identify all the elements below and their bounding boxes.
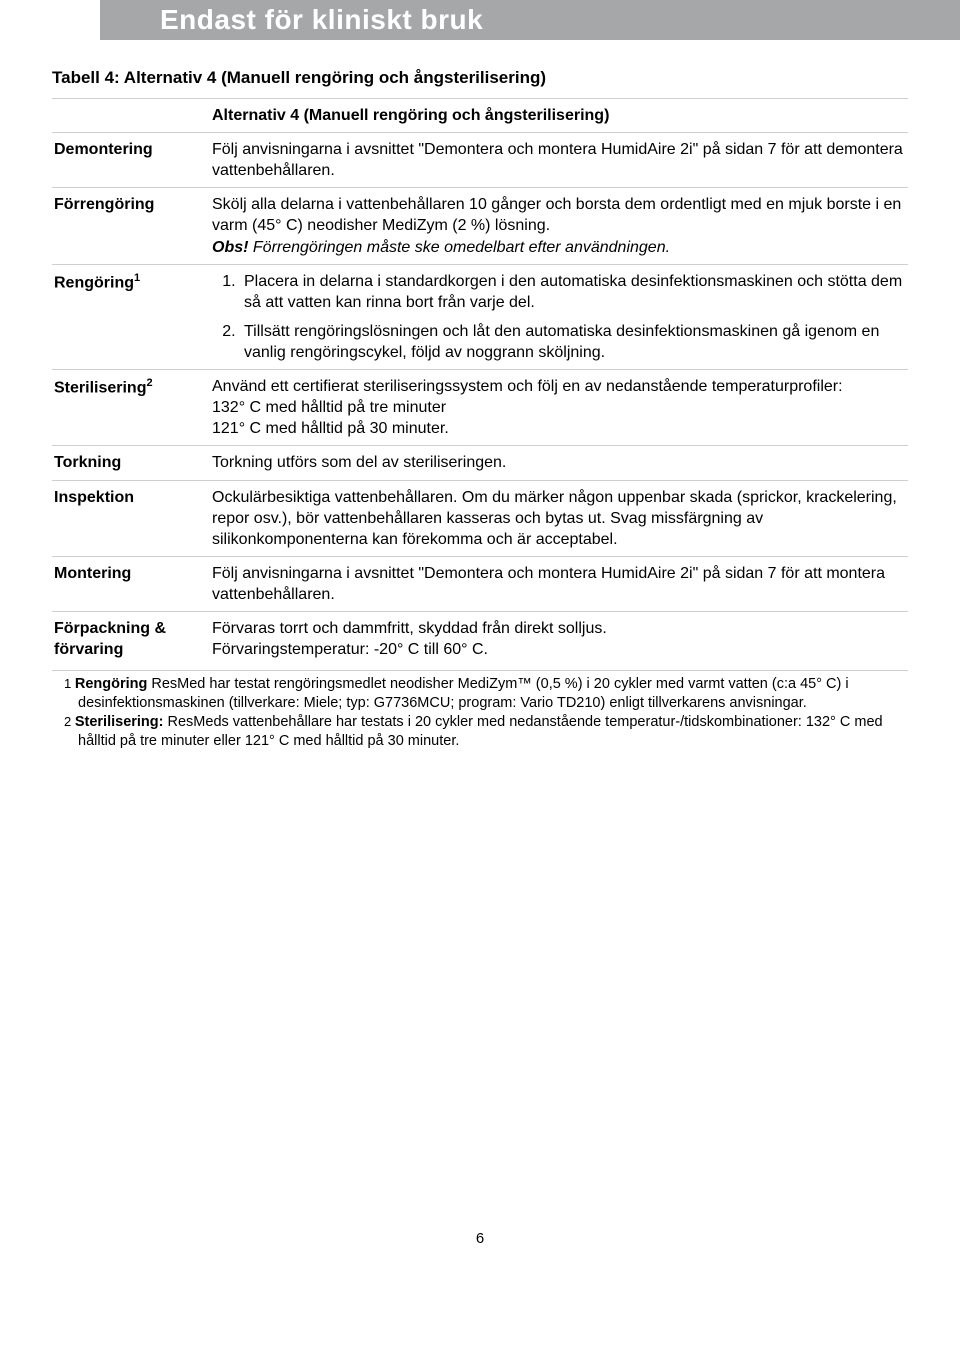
row-label-forrengoring: Förrengöring: [52, 188, 212, 264]
row-text-sterilisering: Använd ett certifierat steriliseringssys…: [212, 370, 908, 446]
row-label-rengoring: Rengöring1: [52, 264, 212, 369]
sterilisering-line1: Använd ett certifierat steriliseringssys…: [212, 378, 843, 395]
row-label-demontering: Demontering: [52, 133, 212, 188]
row-text-rengoring: Placera in delarna i standardkorgen i de…: [212, 264, 908, 369]
page-number: 6: [52, 1230, 908, 1267]
table-row: Demontering Följ anvisningarna i avsnitt…: [52, 133, 908, 188]
table-row: Sterilisering2 Använd ett certifierat st…: [52, 370, 908, 446]
forvaring-line1: Förvaras torrt och dammfritt, skyddad fr…: [212, 620, 607, 637]
footnote-1: 1 Rengöring ResMed har testat rengörings…: [78, 675, 908, 712]
rengoring-label: Rengöring: [54, 274, 134, 291]
row-text-forrengoring: Skölj alla delarna i vattenbehållaren 10…: [212, 188, 908, 264]
content-area: Tabell 4: Alternativ 4 (Manuell rengörin…: [0, 40, 960, 1267]
table-row-header: Alternativ 4 (Manuell rengöring och ångs…: [52, 99, 908, 133]
rengoring-steps: Placera in delarna i standardkorgen i de…: [212, 271, 904, 363]
footnote-2-num: 2: [64, 714, 75, 729]
footnotes: 1 Rengöring ResMed har testat rengörings…: [52, 670, 908, 750]
footnote-1-text: ResMed har testat rengöringsmedlet neodi…: [78, 676, 849, 711]
row-label-montering: Montering: [52, 556, 212, 611]
table-row: Förpackning & förvaring Förvaras torrt o…: [52, 612, 908, 667]
forrengoring-main: Skölj alla delarna i vattenbehållaren 10…: [212, 196, 901, 234]
page: Endast för kliniskt bruk Tabell 4: Alter…: [0, 0, 960, 1267]
obs-prefix: Obs!: [212, 239, 248, 256]
forvaring-label-l1: Förpackning &: [54, 620, 166, 637]
footnote-2-label: Sterilisering:: [75, 714, 168, 730]
row-text-demontering: Följ anvisningarna i avsnittet "Demonter…: [212, 133, 908, 188]
list-item: Placera in delarna i standardkorgen i de…: [240, 271, 904, 321]
rengoring-sup: 1: [134, 272, 140, 284]
row-text-inspektion: Ockulärbesiktiga vattenbehållaren. Om du…: [212, 480, 908, 556]
footnote-1-label: Rengöring: [75, 676, 152, 692]
header-label: [52, 99, 212, 133]
table-row: Torkning Torkning utförs som del av ster…: [52, 446, 908, 480]
row-label-torkning: Torkning: [52, 446, 212, 480]
procedure-table: Alternativ 4 (Manuell rengöring och ångs…: [52, 98, 908, 666]
row-label-forvaring: Förpackning & förvaring: [52, 612, 212, 667]
row-label-sterilisering: Sterilisering2: [52, 370, 212, 446]
header-value: Alternativ 4 (Manuell rengöring och ångs…: [212, 99, 908, 133]
row-text-montering: Följ anvisningarna i avsnittet "Demonter…: [212, 556, 908, 611]
forvaring-line2: Förvaringstemperatur: -20° C till 60° C.: [212, 641, 488, 658]
banner: Endast för kliniskt bruk: [100, 0, 960, 40]
table-row: Montering Följ anvisningarna i avsnittet…: [52, 556, 908, 611]
obs-text: Förrengöringen måste ske omedelbart efte…: [248, 239, 670, 256]
sterilisering-line3: 121° C med hålltid på 30 minuter.: [212, 420, 449, 437]
table-row: Inspektion Ockulärbesiktiga vattenbehåll…: [52, 480, 908, 556]
footnote-2: 2 Sterilisering: ResMeds vattenbehållare…: [78, 713, 908, 750]
forvaring-label-l2: förvaring: [54, 641, 123, 658]
table-title: Tabell 4: Alternativ 4 (Manuell rengörin…: [52, 68, 908, 88]
list-item: Tillsätt rengöringslösningen och låt den…: [240, 321, 904, 363]
row-text-torkning: Torkning utförs som del av sterilisering…: [212, 446, 908, 480]
footnote-1-num: 1: [64, 676, 75, 691]
row-text-forvaring: Förvaras torrt och dammfritt, skyddad fr…: [212, 612, 908, 667]
sterilisering-label: Sterilisering: [54, 379, 146, 396]
row-label-inspektion: Inspektion: [52, 480, 212, 556]
sterilisering-line2: 132° C med hålltid på tre minuter: [212, 399, 446, 416]
footnote-2-text: ResMeds vattenbehållare har testats i 20…: [78, 714, 883, 749]
banner-text: Endast för kliniskt bruk: [160, 4, 483, 36]
table-row: Förrengöring Skölj alla delarna i vatten…: [52, 188, 908, 264]
table-row: Rengöring1 Placera in delarna i standard…: [52, 264, 908, 369]
sterilisering-sup: 2: [146, 377, 152, 389]
